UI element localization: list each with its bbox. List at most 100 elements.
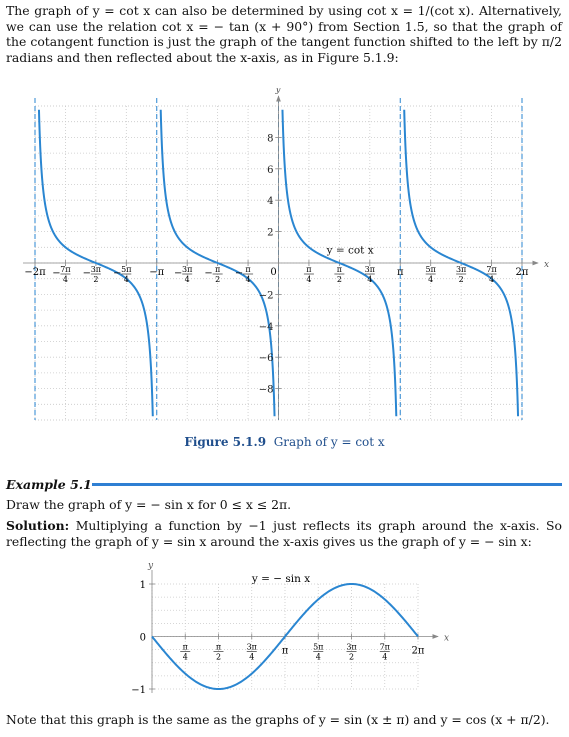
x-tick-label: 2π	[412, 646, 425, 657]
svg-text:2: 2	[337, 275, 342, 284]
x-tick-label: π	[397, 267, 404, 278]
x-tick-label: 3π4	[247, 643, 257, 662]
figure-caption: Figure 5.1.9 Graph of y = cot x	[0, 435, 569, 449]
svg-text:−: −	[235, 268, 243, 279]
x-tick-label: −7π4	[52, 265, 70, 284]
x-axis-label: x	[544, 260, 549, 270]
svg-text:π: π	[216, 643, 221, 652]
svg-text:5π: 5π	[313, 643, 323, 652]
svg-text:−: −	[174, 268, 182, 279]
svg-text:−2π: −2π	[24, 267, 46, 278]
x-tick-label: 0	[270, 267, 276, 278]
svg-text:3π: 3π	[91, 265, 101, 274]
x-tick-label: 5π4	[426, 265, 436, 284]
svg-text:3π: 3π	[365, 265, 375, 274]
y-tick-label: −8	[259, 385, 274, 396]
svg-text:2: 2	[93, 275, 98, 284]
svg-text:2: 2	[349, 653, 354, 662]
svg-text:4: 4	[367, 275, 372, 284]
svg-text:−: −	[83, 268, 91, 279]
y-axis-label: y	[275, 88, 282, 95]
origin-label: 0	[140, 633, 146, 644]
y-tick-label: 2	[267, 228, 273, 239]
y-tick-label: −4	[259, 322, 274, 333]
cot-branch	[159, 109, 276, 417]
example-solution: Solution: Multiplying a function by −1 j…	[6, 518, 562, 549]
x-tick-label: 3π2	[456, 265, 466, 284]
svg-text:4: 4	[185, 275, 190, 284]
svg-text:4: 4	[382, 653, 387, 662]
neg-sin-annotation: y = − sin x	[251, 573, 310, 585]
x-tick-label: 3π4	[365, 265, 375, 284]
y-axis-label: y	[147, 561, 154, 571]
cot-annotation: y = cot x	[326, 244, 374, 256]
x-tick-label: 2π	[516, 267, 529, 278]
x-tick-label: π4	[180, 643, 191, 662]
x-tick-label: − π4	[235, 265, 254, 284]
svg-text:3π: 3π	[346, 643, 356, 652]
svg-text:2: 2	[459, 275, 464, 284]
y-tick-label: 1	[140, 580, 146, 591]
svg-text:π: π	[183, 643, 188, 652]
svg-text:4: 4	[428, 275, 433, 284]
cot-branch	[281, 109, 398, 417]
x-tick-label: π2	[334, 265, 345, 284]
svg-text:π: π	[215, 265, 220, 274]
x-tick-label: π2	[213, 643, 224, 662]
intro-paragraph: The graph of y = cot x can also be deter…	[6, 3, 562, 65]
x-tick-label: 7π4	[486, 265, 496, 284]
closing-note: Note that this graph is the same as the …	[6, 712, 550, 727]
svg-text:4: 4	[489, 275, 494, 284]
svg-text:4: 4	[249, 653, 254, 662]
svg-text:7π: 7π	[380, 643, 390, 652]
svg-text:7π: 7π	[486, 265, 496, 274]
cot-branch	[403, 109, 520, 417]
svg-text:2: 2	[215, 275, 220, 284]
solution-text: Multiplying a function by −1 just reflec…	[6, 518, 562, 549]
x-tick-label: π4	[303, 265, 314, 284]
svg-text:π: π	[337, 265, 342, 274]
y-tick-label: −1	[131, 685, 146, 696]
y-tick-label: 8	[267, 133, 273, 144]
svg-text:2π: 2π	[516, 267, 529, 278]
svg-text:0: 0	[270, 267, 276, 278]
x-tick-label: 5π4	[313, 643, 323, 662]
svg-text:π: π	[306, 265, 311, 274]
svg-text:4: 4	[316, 653, 321, 662]
svg-text:3π: 3π	[247, 643, 257, 652]
x-axis-label: x	[444, 634, 449, 644]
y-tick-label: −6	[259, 353, 274, 364]
y-tick-label: 4	[267, 196, 273, 207]
x-tick-label: 7π4	[380, 643, 390, 662]
x-tick-label: 3π2	[346, 643, 356, 662]
example-rule	[92, 483, 562, 486]
svg-text:3π: 3π	[182, 265, 192, 274]
example-heading: Example 5.1	[6, 477, 92, 492]
svg-text:2π: 2π	[412, 646, 425, 657]
svg-text:2: 2	[216, 653, 221, 662]
x-tick-label: −5π4	[113, 265, 131, 284]
x-tick-label: π	[282, 646, 289, 657]
svg-text:5π: 5π	[426, 265, 436, 274]
cot-branch	[37, 109, 154, 417]
svg-text:−: −	[52, 268, 60, 279]
x-tick-label: −2π	[24, 267, 46, 278]
svg-text:−π: −π	[149, 267, 164, 278]
y-tick-label: 6	[267, 165, 273, 176]
figure-caption-text: Graph of y = cot x	[273, 435, 385, 449]
svg-text:4: 4	[63, 275, 68, 284]
example-problem: Draw the graph of y = − sin x for 0 ≤ x …	[6, 497, 292, 512]
svg-text:7π: 7π	[60, 265, 70, 274]
svg-text:π: π	[397, 267, 404, 278]
svg-text:4: 4	[246, 275, 251, 284]
x-tick-label: −π	[149, 267, 164, 278]
svg-text:π: π	[282, 646, 289, 657]
x-tick-label: −3π4	[174, 265, 192, 284]
svg-text:4: 4	[306, 275, 311, 284]
svg-text:−: −	[113, 268, 121, 279]
svg-text:−: −	[204, 268, 212, 279]
svg-text:π: π	[245, 265, 250, 274]
svg-text:4: 4	[124, 275, 129, 284]
